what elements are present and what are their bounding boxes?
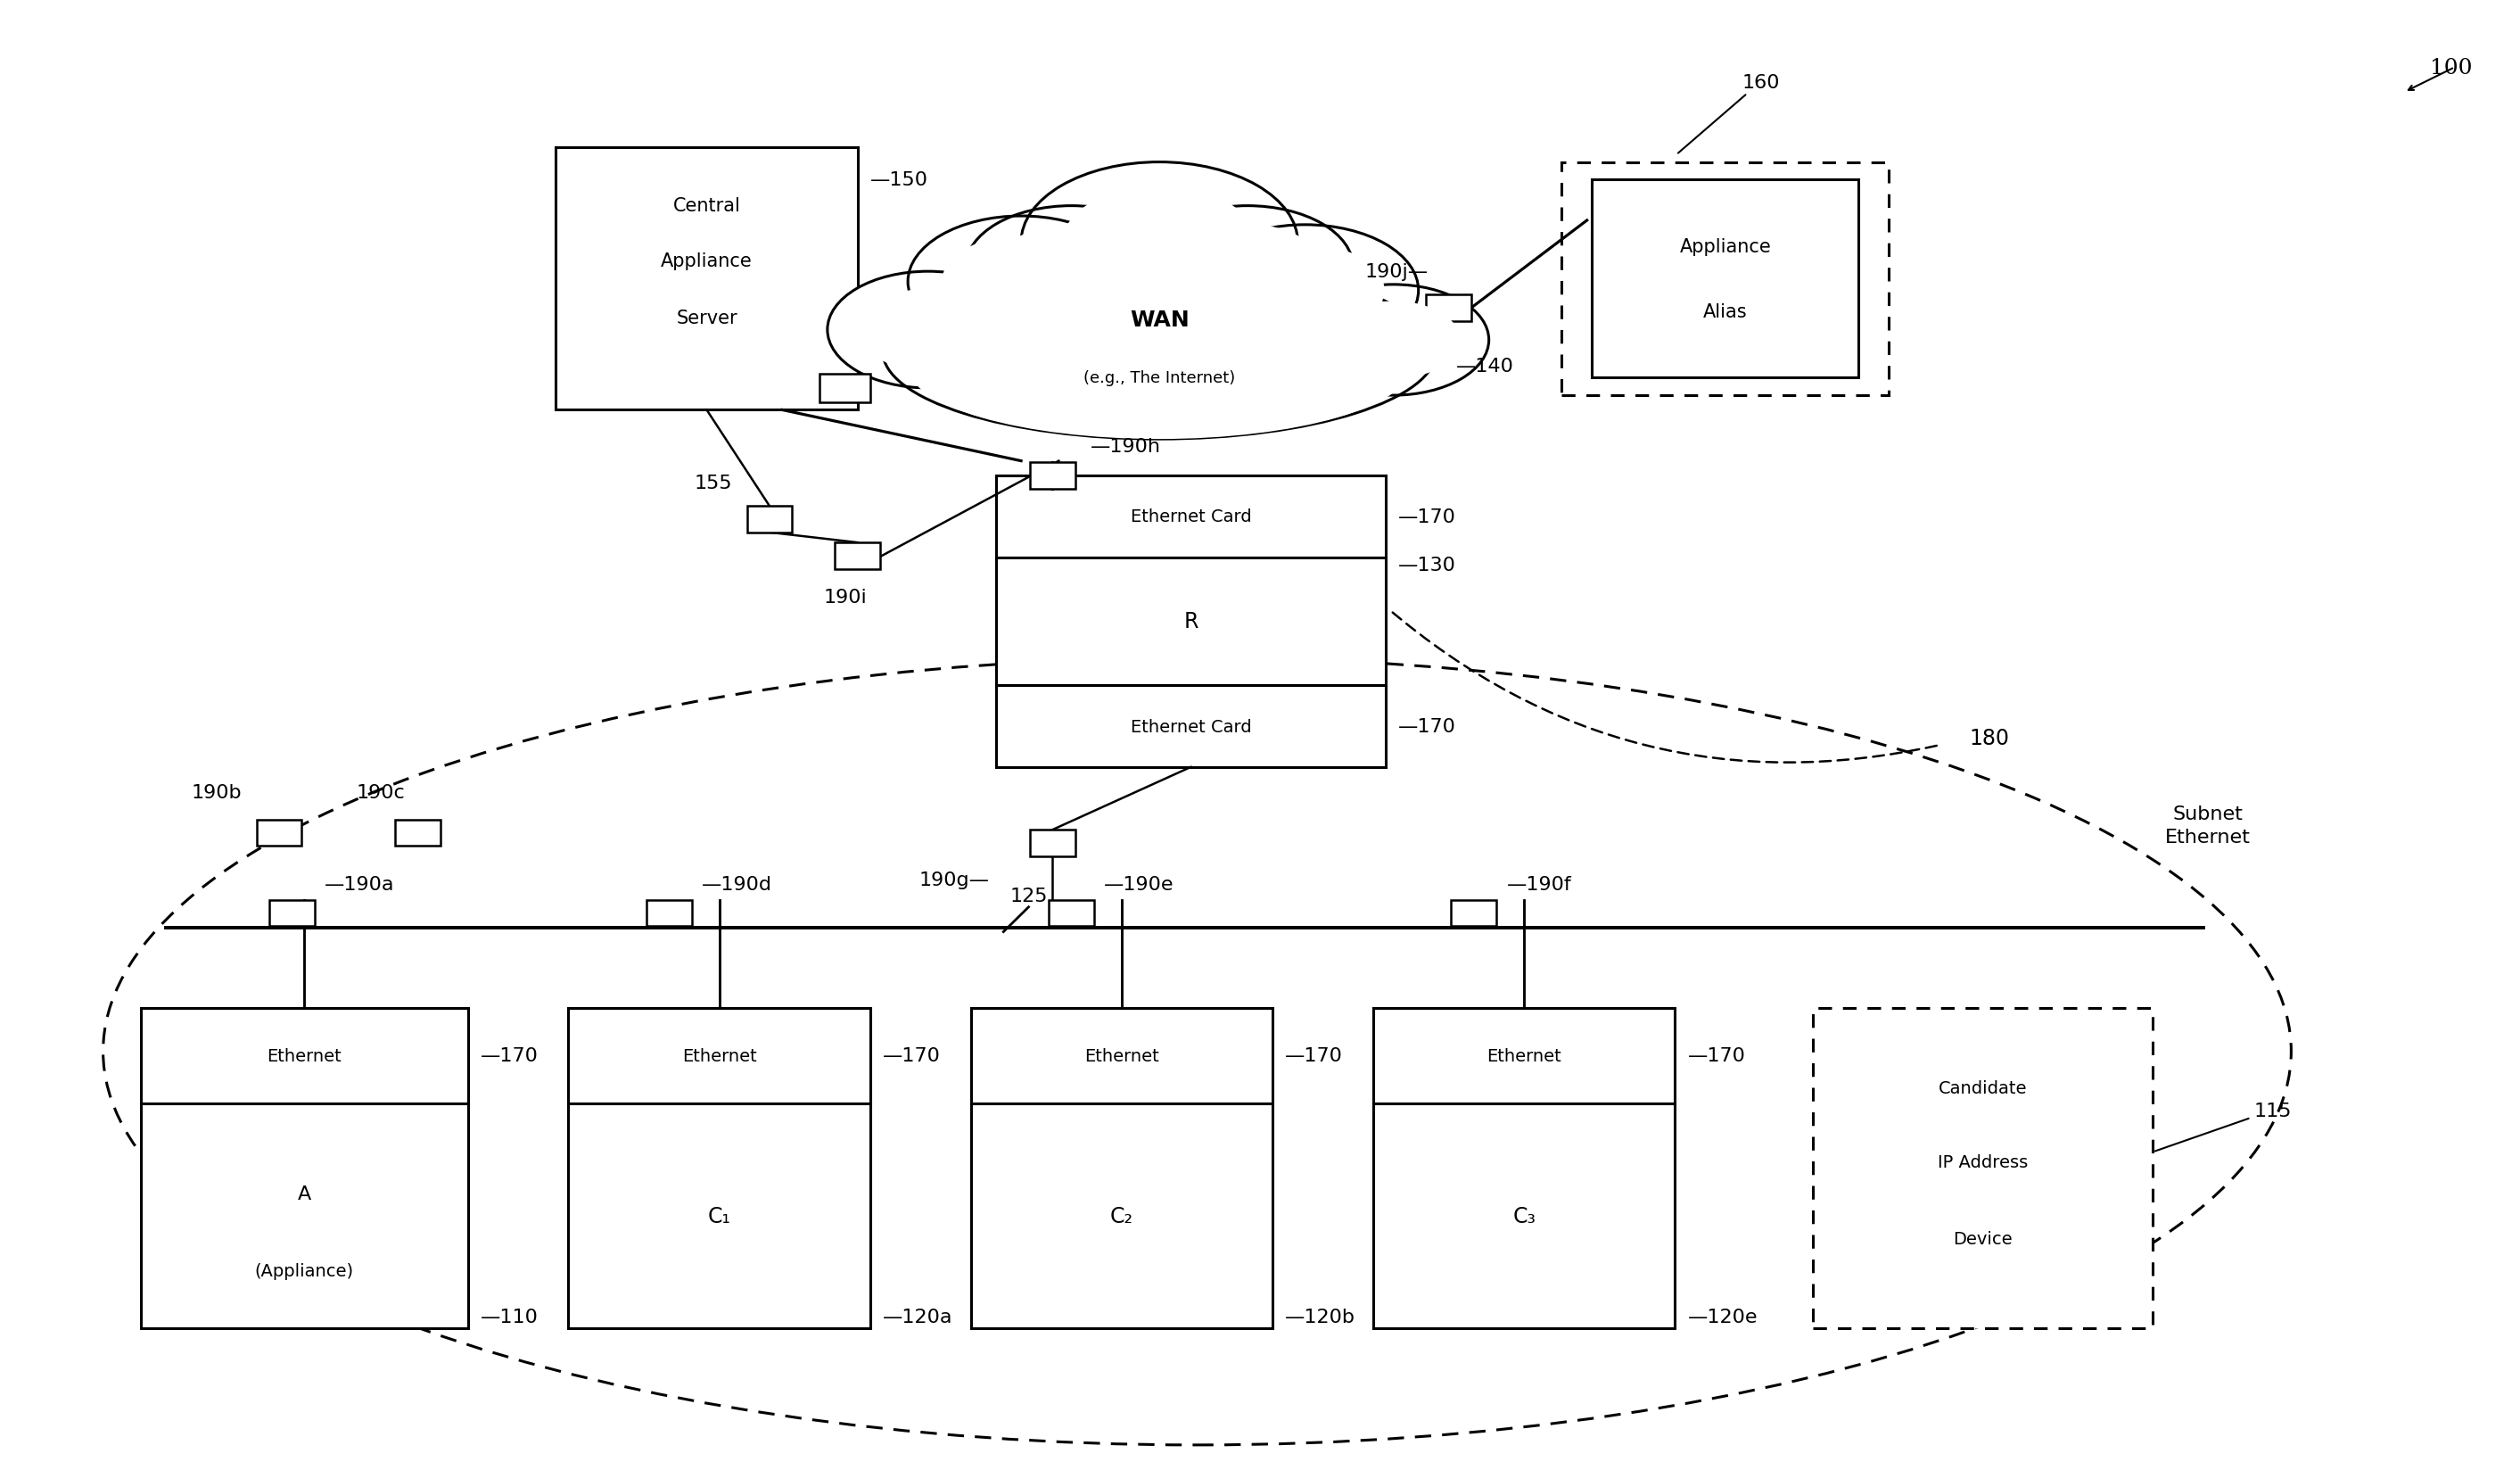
Text: Alias: Alias <box>1704 303 1746 320</box>
Text: Device: Device <box>1953 1230 2013 1247</box>
Text: Ethernet: Ethernet <box>683 1047 756 1064</box>
Bar <box>1814 1007 2152 1329</box>
Ellipse shape <box>857 289 998 371</box>
Text: 190c: 190c <box>355 784 406 801</box>
Bar <box>1426 295 1472 322</box>
Text: 190i: 190i <box>824 588 867 605</box>
Text: —190d: —190d <box>701 876 771 893</box>
Bar <box>1373 1007 1676 1104</box>
Bar <box>746 507 791 532</box>
Bar <box>834 542 879 569</box>
Text: IP Address: IP Address <box>1938 1154 2029 1170</box>
Text: 180: 180 <box>1968 728 2008 749</box>
Ellipse shape <box>907 216 1134 348</box>
Text: 125: 125 <box>1011 887 1048 905</box>
Text: Ethernet: Ethernet <box>1084 1047 1159 1064</box>
Bar <box>570 1104 869 1329</box>
Bar <box>570 1007 869 1104</box>
Text: —170: —170 <box>1399 718 1457 735</box>
Text: C₁: C₁ <box>708 1206 731 1227</box>
Ellipse shape <box>1227 246 1383 336</box>
Ellipse shape <box>882 247 1436 458</box>
Bar <box>1373 1104 1676 1329</box>
Text: 100: 100 <box>2429 58 2472 79</box>
Ellipse shape <box>998 225 1144 310</box>
Text: —170: —170 <box>1688 1047 1746 1064</box>
Text: —150: —150 <box>869 171 927 189</box>
Bar <box>819 374 869 404</box>
Bar <box>1562 162 1890 396</box>
Ellipse shape <box>1174 225 1320 310</box>
Text: —190e: —190e <box>1104 876 1174 893</box>
Text: R: R <box>1184 611 1197 633</box>
Text: —130: —130 <box>1399 556 1457 573</box>
Text: —110: —110 <box>481 1308 539 1326</box>
Text: 160: 160 <box>1678 73 1779 154</box>
Text: —170: —170 <box>1285 1047 1343 1064</box>
Bar <box>970 1104 1273 1329</box>
Text: —140: —140 <box>1457 358 1515 376</box>
Text: —190h: —190h <box>1091 439 1162 456</box>
Bar <box>257 820 302 846</box>
Bar <box>1031 830 1076 857</box>
Ellipse shape <box>942 237 1101 327</box>
Bar <box>995 557 1386 686</box>
Bar <box>270 901 315 927</box>
Text: WAN: WAN <box>1129 310 1189 330</box>
Ellipse shape <box>1326 301 1459 379</box>
Ellipse shape <box>1298 285 1489 396</box>
Bar <box>1452 901 1497 927</box>
Text: Appliance: Appliance <box>1678 238 1772 256</box>
Bar <box>557 148 857 411</box>
Ellipse shape <box>907 294 1411 440</box>
Text: C₂: C₂ <box>1111 1206 1134 1227</box>
Ellipse shape <box>1021 162 1298 323</box>
Bar <box>970 1007 1273 1104</box>
Bar <box>396 820 441 846</box>
Bar <box>995 477 1386 557</box>
Text: Server: Server <box>675 310 738 327</box>
Text: A: A <box>297 1184 310 1203</box>
Text: —190f: —190f <box>1507 876 1572 893</box>
Text: Candidate: Candidate <box>1938 1079 2029 1096</box>
Text: Ethernet: Ethernet <box>1487 1047 1562 1064</box>
Text: —120a: —120a <box>882 1308 953 1326</box>
Text: Ethernet: Ethernet <box>267 1047 343 1064</box>
Text: 155: 155 <box>693 474 731 493</box>
Text: —170: —170 <box>481 1047 539 1064</box>
Text: Ethernet Card: Ethernet Card <box>1131 509 1252 525</box>
Text: Central: Central <box>673 197 741 215</box>
Bar <box>1593 180 1860 379</box>
Text: —170: —170 <box>1399 507 1457 526</box>
Text: Subnet
Ethernet: Subnet Ethernet <box>2165 806 2250 846</box>
Bar <box>141 1104 469 1329</box>
Text: —120e: —120e <box>1688 1308 1756 1326</box>
Text: (Appliance): (Appliance) <box>255 1262 353 1279</box>
Bar <box>1048 901 1094 927</box>
Text: C₃: C₃ <box>1512 1206 1535 1227</box>
Bar <box>141 1007 469 1104</box>
Ellipse shape <box>965 206 1177 329</box>
Bar <box>1031 463 1076 490</box>
Text: —190a: —190a <box>325 876 396 893</box>
Text: Ethernet Card: Ethernet Card <box>1131 718 1252 735</box>
Ellipse shape <box>1192 225 1419 357</box>
Bar <box>995 686 1386 768</box>
Ellipse shape <box>1063 187 1257 300</box>
Text: —170: —170 <box>882 1047 940 1064</box>
Bar <box>645 901 690 927</box>
Ellipse shape <box>827 272 1028 389</box>
Text: Appliance: Appliance <box>660 251 753 270</box>
Text: (e.g., The Internet): (e.g., The Internet) <box>1084 370 1235 386</box>
Ellipse shape <box>1142 206 1353 329</box>
Text: 190j—: 190j— <box>1366 263 1429 281</box>
Text: 190g—: 190g— <box>920 871 990 889</box>
Text: —120b: —120b <box>1285 1308 1356 1326</box>
Text: 190b: 190b <box>192 784 242 801</box>
Text: 115: 115 <box>2155 1101 2291 1151</box>
